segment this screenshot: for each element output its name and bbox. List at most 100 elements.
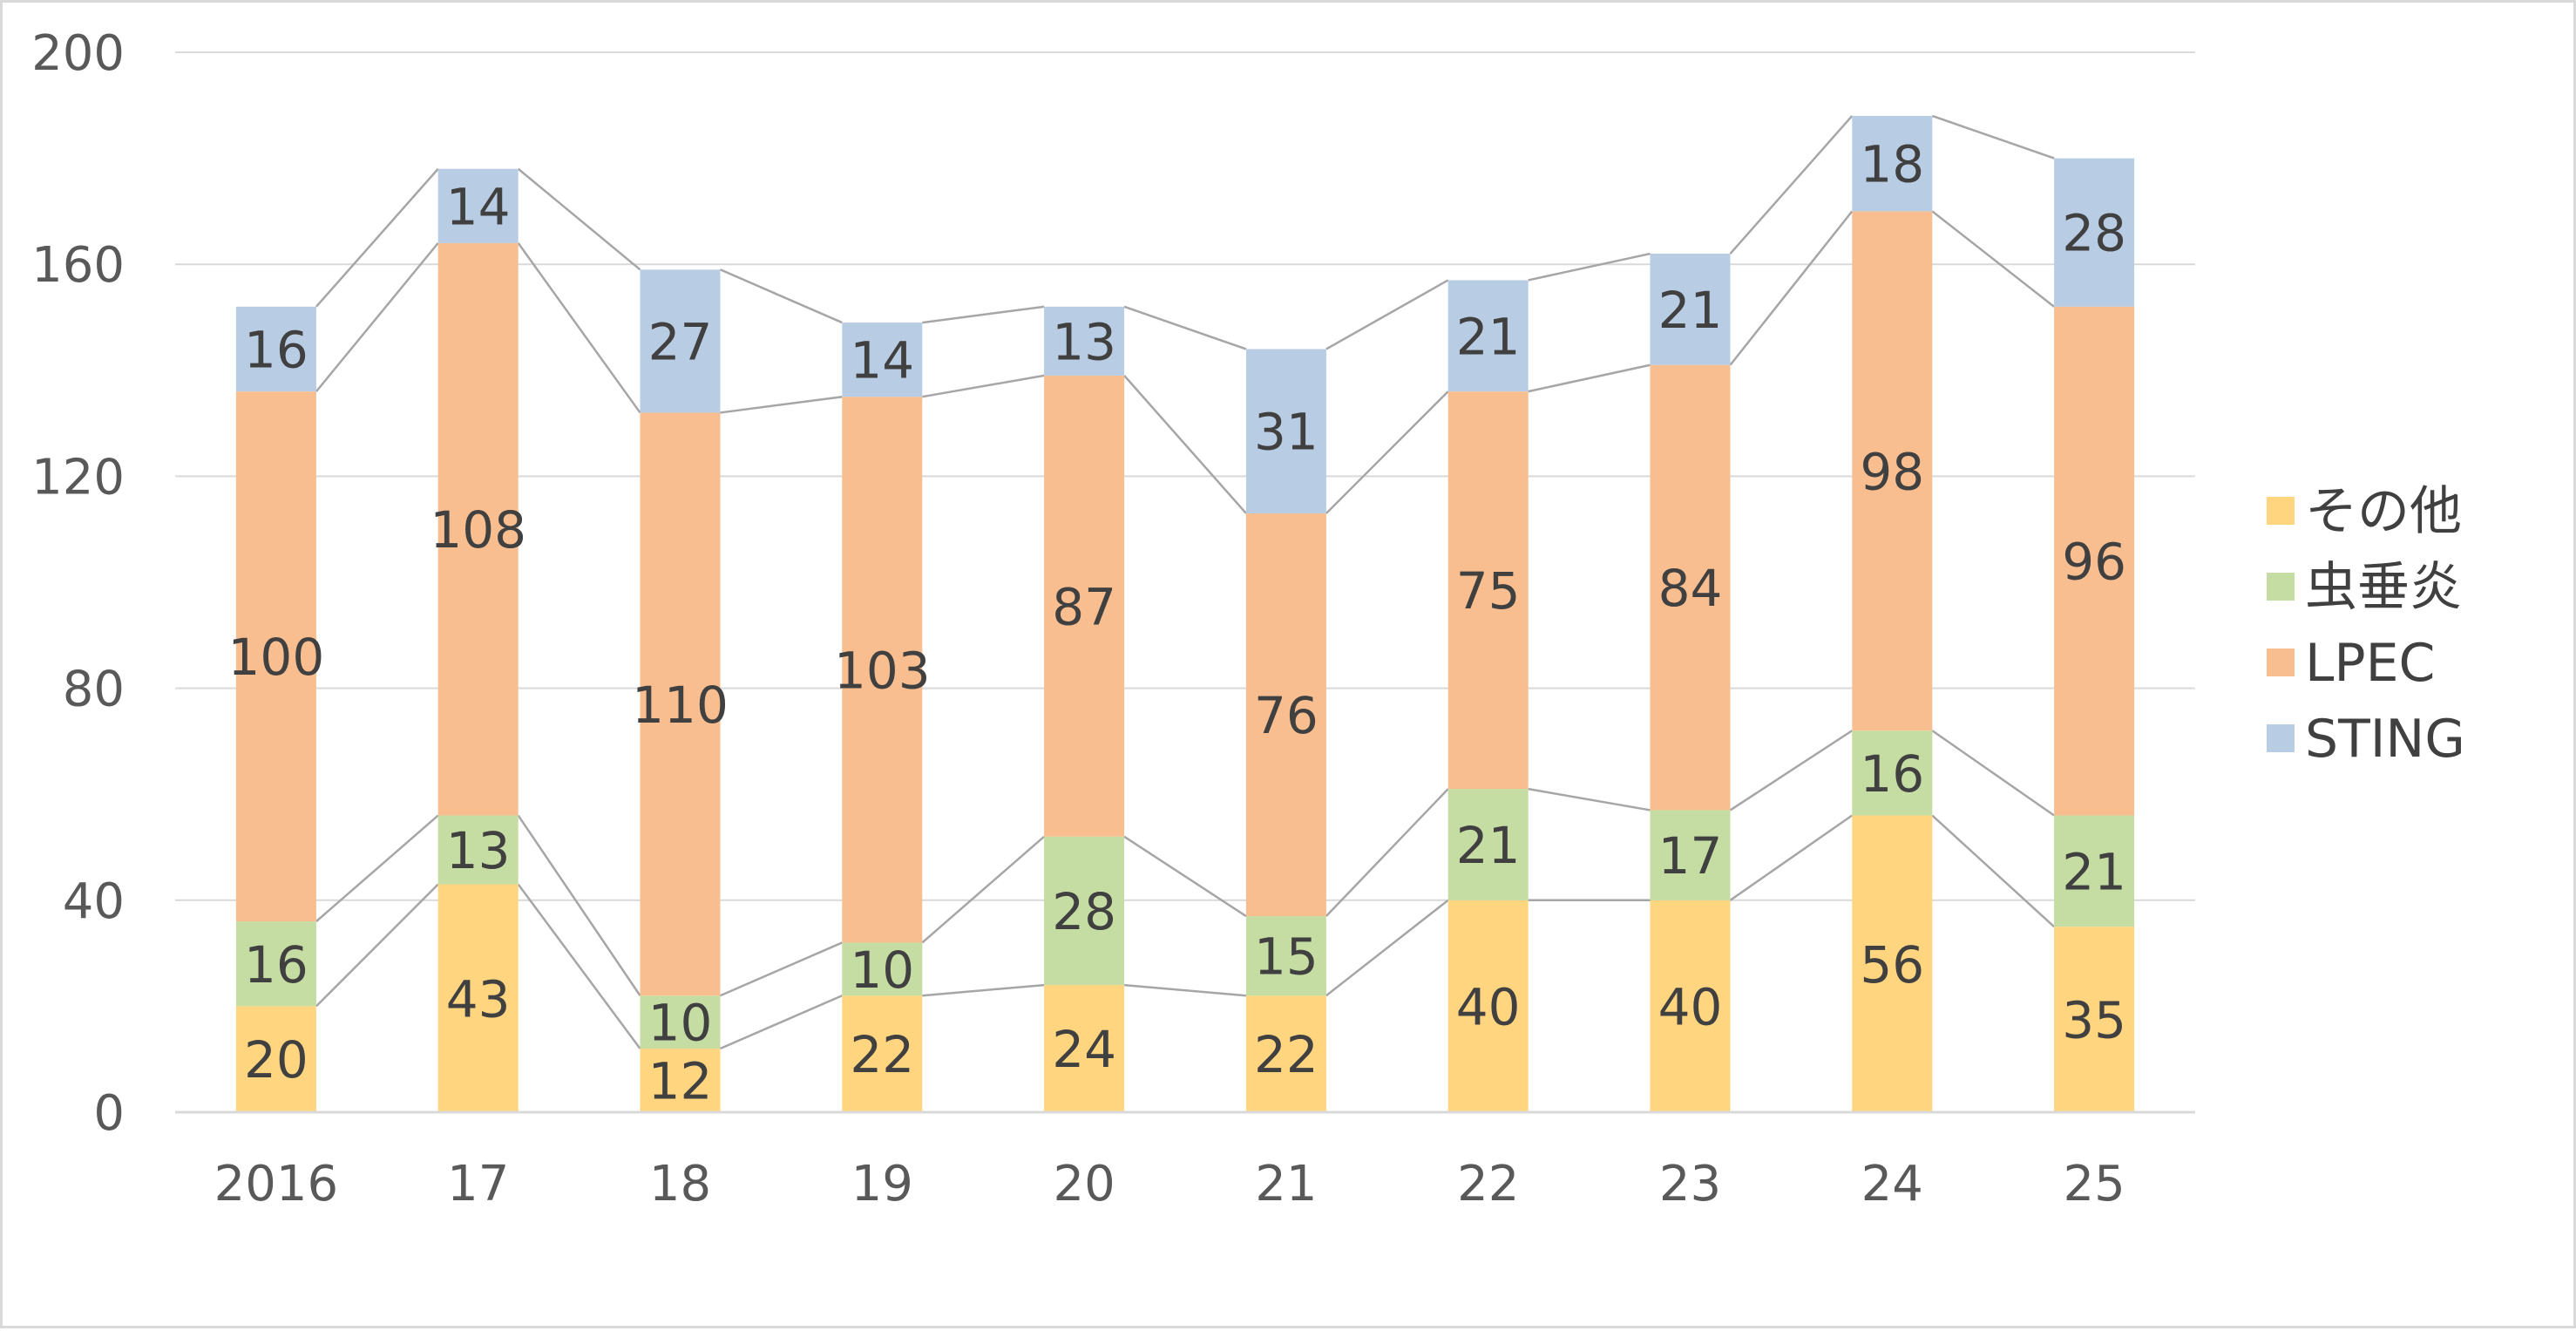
bar-segment [640,412,721,996]
legend-label: STING [2305,709,2465,770]
series-line-segment [720,395,843,414]
series-line-segment [1931,730,2055,817]
data-label: 13 [446,821,511,880]
series-line-segment [1729,730,1853,812]
bar-segment [1852,115,1933,212]
bar-segment [1245,995,1326,1112]
series-line-segment [315,242,439,392]
series-line-segment [517,883,641,1049]
bar-segment [2054,158,2135,307]
bar-segment [640,269,721,413]
series-line-segment [1729,814,1854,901]
data-label: 21 [2062,842,2126,901]
series-line-segment [517,167,641,271]
data-label: 22 [1254,1025,1319,1084]
bar-segment [235,306,316,392]
bar-segment [640,1049,721,1112]
data-label: 12 [648,1052,713,1111]
data-label: 110 [632,676,729,735]
legend-swatch [2267,573,2295,601]
bar-segment [1447,900,1529,1112]
bar-segment [1650,900,1731,1112]
bar-segment [1245,349,1326,513]
series-line-segment [922,374,1045,398]
bar-segment [235,1006,316,1112]
y-tick-label: 160 [31,237,125,294]
bar-segment [2054,815,2135,927]
data-label: 84 [1658,559,1723,618]
bar-segment [1650,810,1731,900]
series-line-segment [1528,787,1651,812]
data-label: 20 [244,1030,308,1090]
legend-swatch [2267,649,2295,676]
data-label: 14 [446,177,511,236]
x-tick-label: 19 [851,1156,913,1212]
x-tick-label: 2016 [214,1156,339,1212]
x-tick-label: 20 [1053,1156,1115,1212]
data-label: 16 [244,320,308,379]
bar-segment [2054,306,2135,816]
series-line-segment [517,242,641,414]
data-label: 18 [1860,135,1924,194]
bar-segment [640,995,721,1049]
x-tick-label: 23 [1659,1156,1721,1212]
series-line-segment [1325,788,1449,917]
chart-canvas: 2016100164313108141210110272210103142428… [31,25,2465,1212]
series-line-segment [1123,305,1247,350]
x-tick-label: 17 [447,1156,509,1212]
x-tick-label: 21 [1255,1156,1317,1212]
bar-segment [1447,789,1529,900]
data-label: 24 [1052,1020,1116,1079]
series-line-segment [1729,210,1854,366]
x-tick-label: 18 [649,1156,711,1212]
data-label: 103 [834,641,931,700]
y-tick-label: 0 [93,1085,125,1142]
series-line-segment [922,305,1045,324]
series-line-segment [720,268,843,324]
bar-segment [842,397,923,943]
series-line-segment [720,995,843,1050]
bar-segment [1852,730,1933,816]
data-label: 56 [1860,935,1924,995]
data-label: 43 [446,969,511,1029]
data-label: 40 [1456,977,1521,1036]
series-line-segment [315,167,439,308]
series-line-segment [1123,983,1247,997]
series-line-segment [1325,390,1449,514]
bar-segment [1245,916,1326,996]
series-line-segment [1528,363,1651,393]
bar-segment [437,815,519,885]
data-label: 21 [1456,816,1521,875]
y-tick-label: 80 [63,662,125,718]
series-line-segment [1729,115,1854,255]
series-line-segment [517,814,641,996]
series-line-segment [315,883,439,1008]
legend-label: 虫垂炎 [2305,557,2462,618]
bar-segment [1852,815,1933,1112]
series-line-segment [720,941,843,997]
data-label: 13 [1052,312,1116,371]
x-tick-label: 22 [1457,1156,1519,1212]
bar-segment [437,884,519,1112]
series-line-segment [1528,252,1651,282]
data-label: 17 [1658,826,1723,886]
data-label: 100 [228,628,325,687]
data-label: 98 [1860,442,1924,501]
data-labels: 2016100164313108141210110272210103142428… [228,135,2126,1111]
data-label: 75 [1456,561,1521,621]
y-tick-label: 120 [31,449,125,506]
x-tick-label: 25 [2063,1156,2125,1212]
bar-segment [1044,985,1125,1112]
data-label: 10 [648,994,713,1053]
data-label: 35 [2062,991,2126,1050]
bar-segment [842,995,923,1112]
bars [235,115,2135,1112]
bar-segment [1650,364,1731,811]
series-line-segment [1325,279,1449,350]
data-label: 15 [1254,927,1319,987]
legend-swatch [2267,724,2295,752]
data-label: 96 [2062,533,2126,592]
